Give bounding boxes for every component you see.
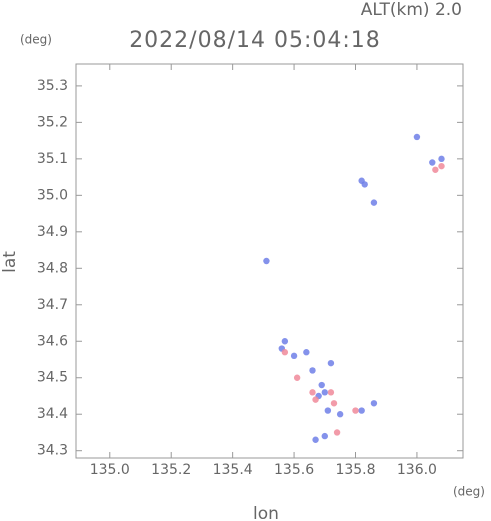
data-point bbox=[263, 257, 270, 265]
data-point bbox=[290, 352, 298, 360]
y-tick-label: 35.3 bbox=[37, 78, 68, 94]
data-point bbox=[281, 338, 289, 345]
x-tick-label: 135.8 bbox=[335, 462, 375, 478]
data-point bbox=[321, 432, 328, 440]
x-axis-label: lon bbox=[253, 504, 279, 521]
data-point bbox=[321, 389, 328, 396]
data-point bbox=[281, 349, 289, 356]
data-point bbox=[432, 166, 439, 173]
y-tick-label: 35.1 bbox=[37, 151, 68, 167]
x-tick-label: 135.0 bbox=[90, 462, 130, 478]
data-point bbox=[312, 396, 319, 403]
y-tick-label: 34.5 bbox=[37, 370, 68, 386]
data-point bbox=[309, 367, 316, 374]
data-point bbox=[438, 155, 445, 163]
y-tick-label: 34.9 bbox=[37, 224, 68, 240]
x-tick-label: 135.2 bbox=[151, 462, 191, 478]
x-tick-label: 135.6 bbox=[274, 462, 314, 478]
data-point bbox=[361, 181, 368, 188]
data-point bbox=[309, 389, 316, 396]
y-tick-label: 35.2 bbox=[37, 114, 68, 130]
data-point bbox=[327, 389, 335, 396]
x-tick-label: 135.4 bbox=[213, 462, 253, 478]
chart-subtitle: ALT(km) 2.0 bbox=[361, 0, 462, 20]
y-tick-label: 34.4 bbox=[37, 406, 68, 422]
data-point bbox=[438, 162, 445, 170]
plot-frame bbox=[75, 63, 464, 459]
y-unit: (deg) bbox=[20, 33, 52, 47]
chart-title: 2022/08/14 05:04:18 bbox=[129, 28, 381, 53]
data-point bbox=[413, 133, 421, 141]
data-point bbox=[312, 436, 319, 443]
data-point bbox=[358, 407, 365, 414]
y-tick-label: 34.3 bbox=[37, 443, 68, 459]
y-tick-label: 34.8 bbox=[37, 260, 68, 276]
data-point bbox=[429, 159, 436, 166]
x-unit: (deg) bbox=[453, 485, 485, 499]
data-point bbox=[370, 199, 378, 206]
y-tick-label: 34.7 bbox=[37, 297, 68, 313]
data-point bbox=[336, 411, 344, 418]
x-tick-label: 136.0 bbox=[397, 462, 437, 478]
data-point bbox=[318, 381, 325, 389]
data-point bbox=[324, 407, 332, 414]
data-point bbox=[327, 359, 335, 367]
y-tick-label: 34.6 bbox=[37, 333, 68, 349]
y-axis-label: lat bbox=[0, 251, 20, 273]
data-point bbox=[303, 349, 310, 356]
data-point bbox=[293, 374, 301, 381]
data-point bbox=[352, 407, 359, 414]
data-point bbox=[370, 400, 378, 407]
y-tick-label: 35.0 bbox=[37, 187, 68, 203]
data-point bbox=[330, 400, 338, 407]
data-point bbox=[333, 429, 341, 436]
